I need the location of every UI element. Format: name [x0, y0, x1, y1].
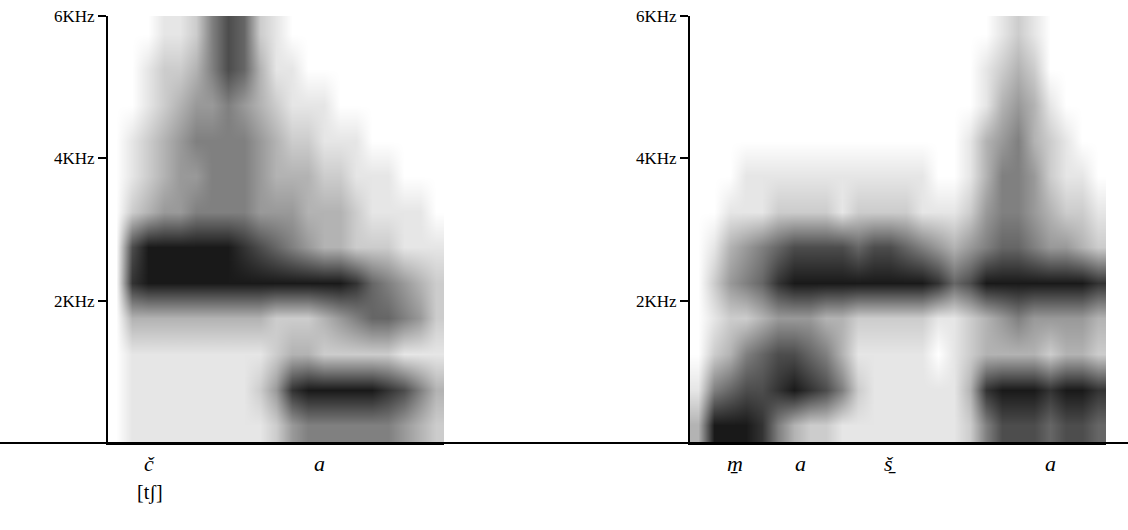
svg-text:6KHz: 6KHz: [54, 7, 95, 26]
svg-text:4KHz: 4KHz: [54, 149, 95, 168]
svg-text:m̱: m̱: [727, 451, 743, 476]
svg-text:[tʃ]: [tʃ]: [137, 481, 163, 504]
svg-text:a: a: [314, 451, 325, 476]
svg-text:a: a: [1045, 451, 1056, 476]
svg-text:a: a: [795, 451, 806, 476]
svg-text:2KHz: 2KHz: [636, 292, 677, 311]
svg-text:š̱: š̱: [884, 451, 897, 476]
svg-text:č: č: [144, 451, 155, 476]
svg-text:2KHz: 2KHz: [54, 292, 95, 311]
svg-text:4KHz: 4KHz: [636, 149, 677, 168]
svg-text:6KHz: 6KHz: [636, 7, 677, 26]
